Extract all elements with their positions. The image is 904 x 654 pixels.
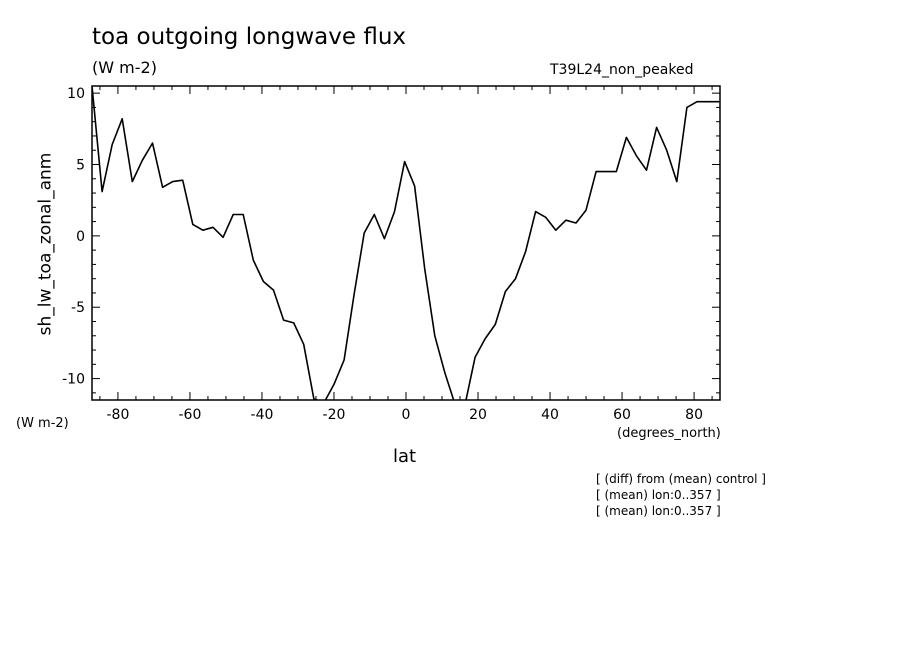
x-tick-label: -80	[106, 407, 129, 423]
y-tick-label: -10	[62, 372, 85, 388]
x-tick-label: 80	[685, 407, 703, 423]
y-tick-label: -5	[71, 300, 85, 316]
x-tick-label: -40	[251, 407, 274, 423]
series-layer	[92, 86, 720, 400]
x-tick-label: -20	[323, 407, 346, 423]
run-name: T39L24_non_peaked	[550, 62, 694, 78]
y-tick-label: 5	[76, 158, 85, 174]
chart-units: (W m-2)	[92, 58, 157, 77]
x-axis-label: lat	[393, 446, 417, 467]
notes-block: [ (diff) from (mean) control ] [ (mean) …	[596, 471, 766, 519]
y-axis-units: (W m-2)	[16, 416, 69, 431]
note-line: [ (mean) lon:0..357 ]	[596, 504, 721, 518]
x-tick-label: 0	[402, 407, 411, 423]
x-tick-label: 60	[613, 407, 631, 423]
x-tick-label: -60	[179, 407, 202, 423]
x-tick-label: 40	[541, 407, 559, 423]
note-line: [ (diff) from (mean) control ]	[596, 472, 766, 486]
y-tick-label: 10	[67, 86, 85, 102]
plot-frame	[91, 85, 721, 401]
chart-title: toa outgoing longwave flux	[92, 24, 407, 50]
axes-layer: -80 -60 -40 -20 0 20 40 60 80 -10 -5 0 5 10	[62, 85, 721, 423]
data-line	[92, 86, 720, 400]
note-line: [ (mean) lon:0..357 ]	[596, 488, 721, 502]
y-tick-label: 0	[76, 229, 85, 245]
x-tick-label: 20	[469, 407, 487, 423]
x-axis-units: (degrees_north)	[617, 426, 721, 441]
